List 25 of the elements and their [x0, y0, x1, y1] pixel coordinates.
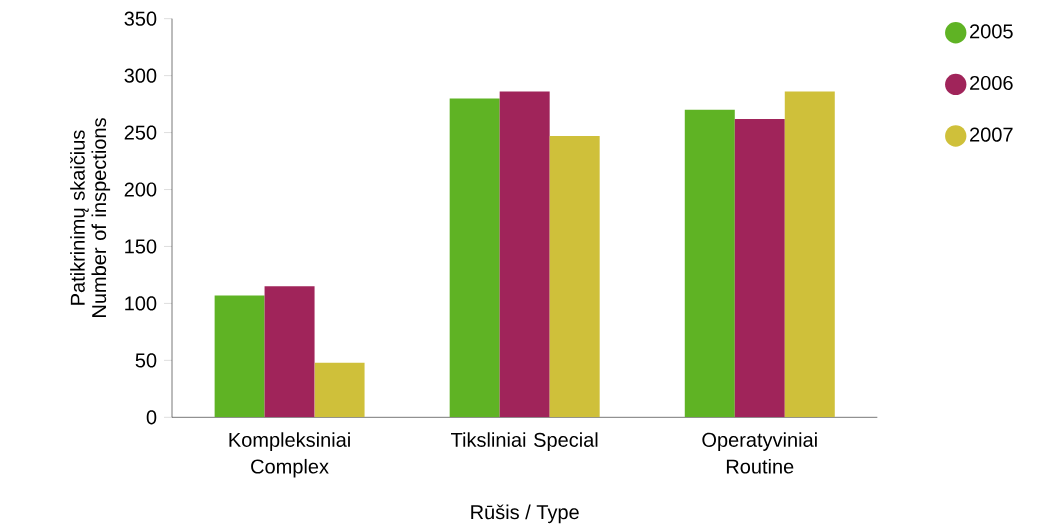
y-axis-title: Patikrinimų skaičius Number of inspections: [70, 118, 111, 317]
x-tick-label: Kompleksiniai Complex: [229, 432, 350, 478]
legend-label: 2006: [970, 75, 1013, 91]
bar: [784, 91, 835, 418]
y-tick-label: 0: [146, 410, 157, 425]
x-tick-label: Operatyviniai Routine: [702, 432, 817, 474]
bar: [314, 362, 365, 418]
y-tick-label: 100: [125, 296, 157, 311]
y-tick-label: 200: [124, 182, 157, 197]
legend-label: 2005: [970, 24, 1013, 39]
y-tick-label: 300: [124, 68, 157, 83]
y-tick-label: 350: [124, 11, 157, 26]
x-axis-title: Rūšis / Type: [471, 504, 579, 524]
y-tick-label: 50: [135, 353, 157, 368]
bar: [499, 91, 550, 418]
legend-label: 2007: [970, 127, 1013, 142]
bar: [734, 118, 785, 418]
y-tick-label: 150: [125, 239, 157, 254]
bar: [264, 286, 315, 418]
y-tick-label: 250: [124, 125, 157, 140]
x-tick-label: Tiksliniai Special: [451, 432, 598, 451]
bar: [549, 135, 600, 418]
bar: [684, 109, 735, 418]
bar: [449, 98, 500, 418]
bar: [214, 295, 265, 418]
